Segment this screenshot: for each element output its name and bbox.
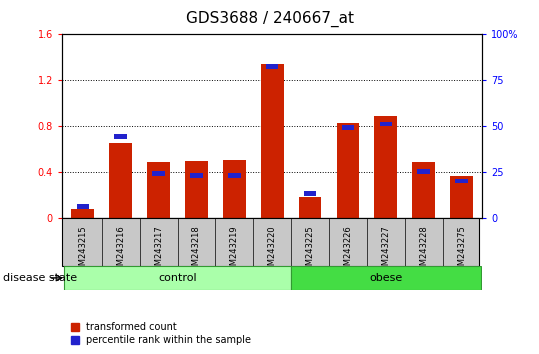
Text: GSM243275: GSM243275 bbox=[457, 225, 466, 276]
Text: obese: obese bbox=[369, 273, 403, 283]
Bar bbox=[109, 143, 132, 218]
Legend: transformed count, percentile rank within the sample: transformed count, percentile rank withi… bbox=[67, 319, 255, 349]
Bar bbox=[304, 192, 316, 196]
Bar bbox=[379, 121, 392, 126]
Bar bbox=[228, 173, 240, 178]
Bar bbox=[417, 169, 430, 174]
Text: GSM243226: GSM243226 bbox=[343, 225, 353, 276]
Bar bbox=[223, 160, 246, 218]
Bar bbox=[375, 116, 397, 218]
Bar bbox=[450, 176, 473, 218]
Bar bbox=[261, 64, 284, 218]
Text: GSM243227: GSM243227 bbox=[381, 225, 390, 276]
Text: GSM243215: GSM243215 bbox=[78, 225, 87, 275]
Bar bbox=[72, 209, 94, 218]
Text: GSM243218: GSM243218 bbox=[192, 225, 201, 276]
Bar bbox=[64, 266, 291, 290]
Bar bbox=[342, 125, 354, 130]
Text: GDS3688 / 240667_at: GDS3688 / 240667_at bbox=[185, 11, 354, 27]
Text: GSM243220: GSM243220 bbox=[268, 225, 277, 275]
Text: GSM243216: GSM243216 bbox=[116, 225, 125, 276]
Bar bbox=[266, 64, 279, 69]
Text: GSM243219: GSM243219 bbox=[230, 225, 239, 275]
Bar bbox=[336, 124, 360, 218]
Bar bbox=[147, 162, 170, 218]
Text: GSM243228: GSM243228 bbox=[419, 225, 428, 276]
Text: disease state: disease state bbox=[3, 273, 77, 283]
Bar bbox=[190, 173, 203, 178]
Text: control: control bbox=[158, 273, 197, 283]
Bar bbox=[291, 266, 480, 290]
Text: GSM243225: GSM243225 bbox=[306, 225, 315, 275]
Bar bbox=[455, 178, 468, 183]
Bar bbox=[114, 135, 127, 139]
Bar bbox=[299, 197, 321, 218]
Bar bbox=[77, 204, 89, 209]
Text: GSM243217: GSM243217 bbox=[154, 225, 163, 276]
Bar bbox=[412, 162, 435, 218]
Bar bbox=[153, 171, 165, 176]
Bar bbox=[185, 161, 208, 218]
